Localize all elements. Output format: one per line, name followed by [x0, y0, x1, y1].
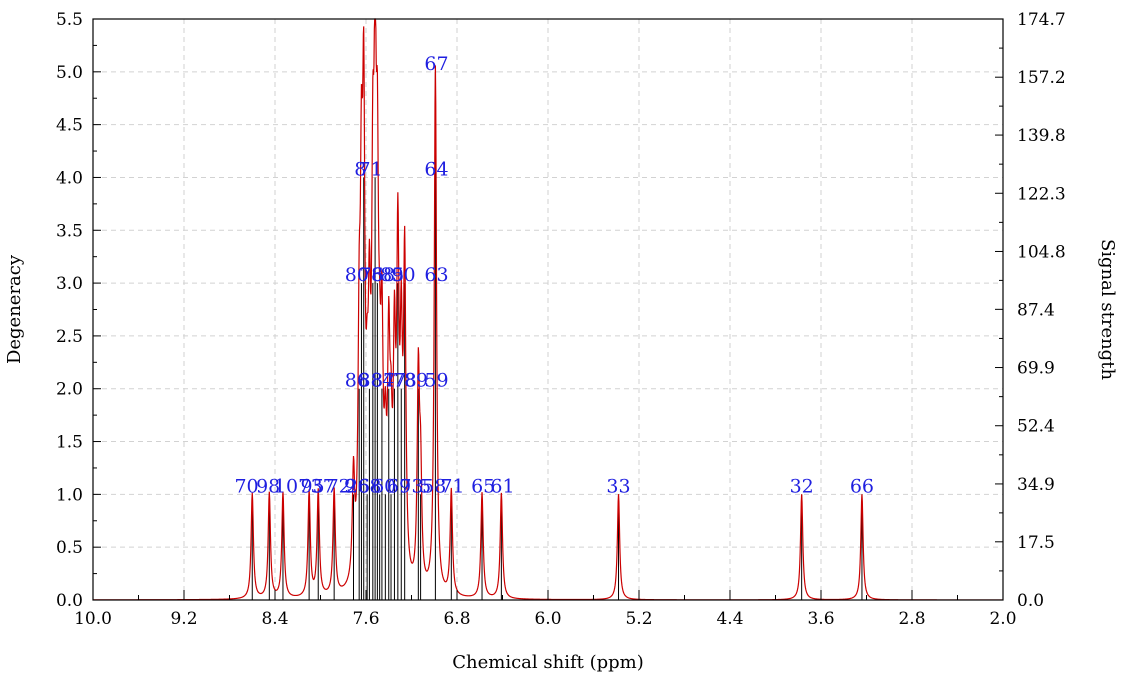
peak-label: 59 — [424, 370, 448, 392]
y2-tick-label: 157.2 — [1017, 68, 1066, 88]
axis-ticks: 10.0 9.2 8.4 7.6 6.8 6.0 5.2 4.4 3.6 2.8 2.00.00.5… — [56, 10, 1066, 629]
degeneracy-sticks — [251, 71, 863, 600]
y2-tick-label: 0.0 — [1017, 591, 1044, 611]
peak-label: 72 — [327, 475, 351, 497]
peak-label: 98 — [256, 475, 280, 497]
peak-label: 65 — [471, 475, 495, 497]
grid — [93, 19, 1003, 600]
peak-label: 66 — [850, 475, 874, 497]
x-tick-label: 10.0 — [74, 609, 112, 629]
y2-tick-label: 87.4 — [1017, 300, 1055, 320]
y-tick-label: 3.5 — [56, 221, 83, 241]
x-tick-label: 2.8 — [898, 609, 925, 629]
peak-label: 69 — [387, 475, 411, 497]
x-tick-label: 2.0 — [989, 609, 1016, 629]
x-tick-label: 3.6 — [807, 609, 834, 629]
y2-axis-title: Signal strength — [1097, 239, 1118, 380]
x-tick-label: 6.0 — [534, 609, 561, 629]
peak-label: 107 — [274, 475, 310, 497]
y-tick-label: 3.0 — [56, 274, 83, 294]
peak-label: 58 — [422, 475, 446, 497]
peak-label: 60 — [372, 475, 396, 497]
peak-label: 47 — [382, 370, 406, 392]
y-axis-title: Degeneracy — [4, 254, 25, 364]
x-tick-label: 9.2 — [170, 609, 197, 629]
y-tick-label: 1.5 — [56, 433, 83, 453]
y2-tick-label: 139.8 — [1017, 126, 1066, 146]
y-tick-label: 1.0 — [56, 485, 83, 505]
peak-label: 76 — [360, 264, 384, 286]
y2-tick-label: 17.5 — [1017, 533, 1055, 553]
y2-tick-label: 69.9 — [1017, 359, 1055, 379]
peak-label: 64 — [424, 158, 448, 180]
peak-label: 78 — [393, 370, 417, 392]
peak-label: 33 — [606, 475, 630, 497]
peak-label: 67 — [424, 53, 448, 75]
peak-label: 61 — [490, 475, 514, 497]
peak-label: 73 — [399, 475, 423, 497]
x-axis-title: Chemical shift (ppm) — [452, 652, 644, 673]
peak-label: 71 — [440, 475, 464, 497]
y-tick-label: 0.5 — [56, 538, 83, 558]
peak-label: 70 — [234, 475, 258, 497]
peak-label: 8 — [354, 158, 366, 180]
y-tick-label: 4.0 — [56, 168, 83, 188]
y-tick-label: 0.0 — [56, 591, 83, 611]
peak-label: 88 — [371, 264, 395, 286]
x-tick-label: 5.2 — [625, 609, 652, 629]
y-tick-label: 5.5 — [56, 10, 83, 30]
peak-label: 71 — [358, 158, 382, 180]
y-tick-label: 4.5 — [56, 116, 83, 136]
peak-label: 85 — [380, 264, 404, 286]
peak-label: 86 — [345, 370, 369, 392]
y2-tick-label: 34.9 — [1017, 475, 1055, 495]
peak-label: 68 — [357, 475, 381, 497]
y-tick-label: 2.5 — [56, 327, 83, 347]
peak-label: 87 — [371, 370, 395, 392]
y-tick-label: 2.0 — [56, 380, 83, 400]
x-tick-label: 4.4 — [716, 609, 743, 629]
peak-label: 89 — [404, 370, 428, 392]
x-tick-label: 6.8 — [443, 609, 470, 629]
peak-label: 63 — [424, 264, 448, 286]
peak-label: 80 — [345, 264, 369, 286]
peak-label: 95 — [300, 475, 324, 497]
y2-tick-label: 122.3 — [1017, 184, 1066, 204]
peak-label: 37 — [311, 475, 335, 497]
y2-tick-label: 52.4 — [1017, 417, 1055, 437]
peak-label: 90 — [391, 264, 415, 286]
y-tick-label: 5.0 — [56, 63, 83, 83]
peak-label: 9 — [344, 475, 356, 497]
y2-tick-label: 174.7 — [1017, 10, 1066, 30]
peak-label: 32 — [790, 475, 814, 497]
peak-label: 5 — [419, 475, 431, 497]
peak-label: 26 — [346, 475, 370, 497]
x-tick-label: 7.6 — [352, 609, 379, 629]
y2-tick-label: 104.8 — [1017, 242, 1066, 262]
x-tick-label: 8.4 — [261, 609, 288, 629]
peak-label: 88 — [358, 370, 382, 392]
